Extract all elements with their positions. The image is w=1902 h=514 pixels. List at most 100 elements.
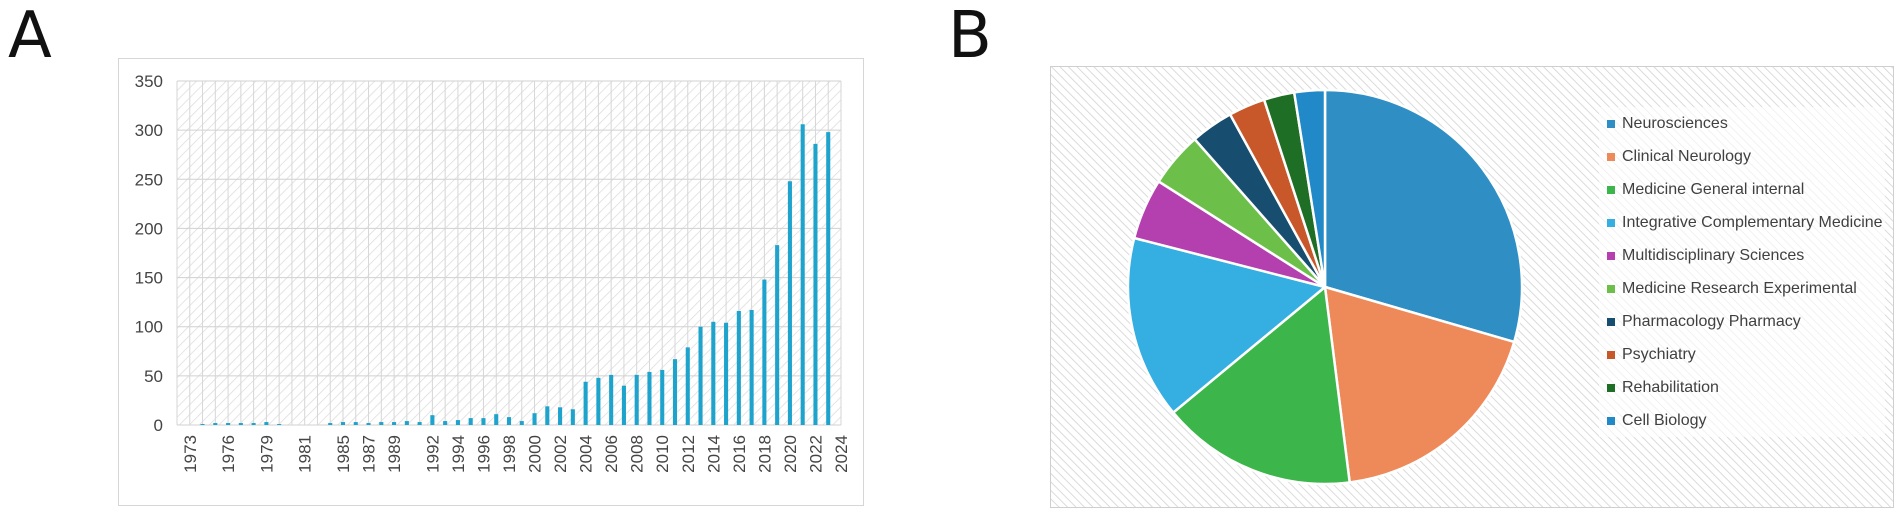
pie-chart-frame: Neurosciences Clinical Neurology Medicine …: [1050, 66, 1894, 508]
bar: [264, 422, 269, 425]
bar: [519, 421, 524, 425]
bar: [481, 418, 486, 425]
bar: [813, 143, 818, 425]
x-tick-label: 2014: [704, 435, 723, 473]
pie-slice: [1126, 236, 1328, 415]
bar: [238, 423, 243, 425]
pie-slice: [1323, 285, 1516, 484]
legend-swatch: [1607, 252, 1615, 260]
bar: [506, 417, 512, 425]
panel-label-a: A: [8, 0, 52, 73]
legend-swatch: [1607, 186, 1615, 194]
bar: [749, 310, 754, 425]
x-tick-label: 1987: [360, 435, 379, 473]
x-tick-label: 1976: [219, 435, 238, 473]
bar: [685, 347, 690, 425]
bar: [417, 422, 422, 425]
legend-label: Neurosciences: [1622, 115, 1728, 132]
bar: [724, 322, 729, 425]
legend-label: Cell Biology: [1622, 412, 1706, 429]
x-tick-label: 1981: [296, 435, 315, 473]
bar: [800, 124, 805, 425]
bar: [787, 181, 792, 425]
x-tick-label: 1973: [181, 435, 200, 473]
y-tick-label: 150: [135, 269, 163, 288]
legend-box: [1599, 107, 1885, 437]
x-tick-label: 2012: [679, 435, 698, 473]
bar: [660, 369, 665, 425]
x-tick-label: 2010: [653, 435, 672, 473]
bar: [340, 422, 346, 425]
bar: [494, 414, 499, 425]
x-tick-label: 2018: [755, 435, 774, 473]
bar: [583, 381, 588, 425]
bar-chart-frame: 0 50 100 150 200 250 300 350 1973 1976 1979 1981 198…: [118, 58, 864, 506]
y-tick-label: 0: [154, 416, 163, 435]
y-tick-label: 350: [135, 72, 163, 91]
bar: [762, 279, 767, 425]
bar: [826, 132, 831, 425]
legend-swatch: [1607, 285, 1615, 293]
panel-label-b: B: [948, 0, 992, 73]
x-tick-label: 2016: [730, 435, 749, 473]
y-tick-label: 250: [135, 170, 163, 189]
legend-label: Medicine General internal: [1622, 181, 1804, 198]
bar: [570, 409, 575, 425]
bar: [775, 245, 780, 425]
x-tick-label: 2022: [806, 435, 825, 473]
legend-swatch: [1607, 120, 1615, 128]
legend-label: Psychiatry: [1622, 346, 1696, 363]
bar: [621, 385, 626, 425]
bar: [711, 321, 716, 425]
bar: [468, 418, 473, 425]
y-tick-label: 50: [144, 367, 163, 386]
legend-label: Rehabilitation: [1622, 379, 1719, 396]
x-tick-label: 2024: [832, 435, 851, 473]
x-tick-label: 1979: [257, 435, 276, 473]
bar: [736, 310, 741, 425]
pie-slice: [1171, 284, 1352, 486]
y-tick-label: 100: [135, 318, 163, 337]
x-tick-label: 2000: [526, 435, 545, 473]
bar: [200, 424, 205, 425]
legend-swatch: [1607, 318, 1615, 326]
y-tick-label: 200: [135, 219, 163, 238]
bar: [213, 423, 218, 425]
legend-label: Multidisciplinary Sciences: [1622, 247, 1804, 264]
x-tick-label: 1992: [423, 435, 442, 473]
x-tick-label: 1989: [385, 435, 404, 473]
bar: [366, 423, 371, 425]
bar: [430, 415, 435, 425]
x-tick-label: 1994: [449, 435, 468, 473]
bar: [532, 413, 537, 425]
x-tick-label: 1985: [334, 435, 353, 473]
bar: [353, 422, 358, 425]
bar: [443, 421, 448, 425]
x-tick-label: 1998: [500, 435, 519, 473]
legend-label: Clinical Neurology: [1622, 148, 1751, 165]
legend-swatch: [1607, 219, 1615, 227]
bar: [545, 406, 550, 425]
bar: [392, 422, 397, 425]
bar: [277, 424, 282, 425]
x-tick-label: 2004: [577, 435, 596, 473]
x-tick-label: 2008: [628, 435, 647, 473]
legend-swatch: [1607, 153, 1615, 161]
bar: [698, 326, 703, 425]
x-tick-label: 2020: [781, 435, 800, 473]
pie-chart: Neurosciences Clinical Neurology Medicine …: [1051, 67, 1893, 507]
legend-swatch: [1607, 417, 1615, 425]
pie-slice: [1292, 88, 1327, 288]
bar: [634, 374, 639, 425]
legend-label: Medicine Research Experimental: [1622, 280, 1857, 297]
bar: [672, 359, 678, 425]
x-tick-label: 2002: [551, 435, 570, 473]
x-tick-label: 2006: [602, 435, 621, 473]
bar-chart: 0 50 100 150 200 250 300 350 1973 1976 1979 1981 198…: [135, 72, 851, 473]
bar: [226, 423, 231, 425]
bar: [647, 371, 652, 425]
x-tick-label: 1996: [474, 435, 493, 473]
pie-slice: [1323, 88, 1524, 344]
bar: [251, 423, 256, 425]
bar: [609, 374, 614, 425]
